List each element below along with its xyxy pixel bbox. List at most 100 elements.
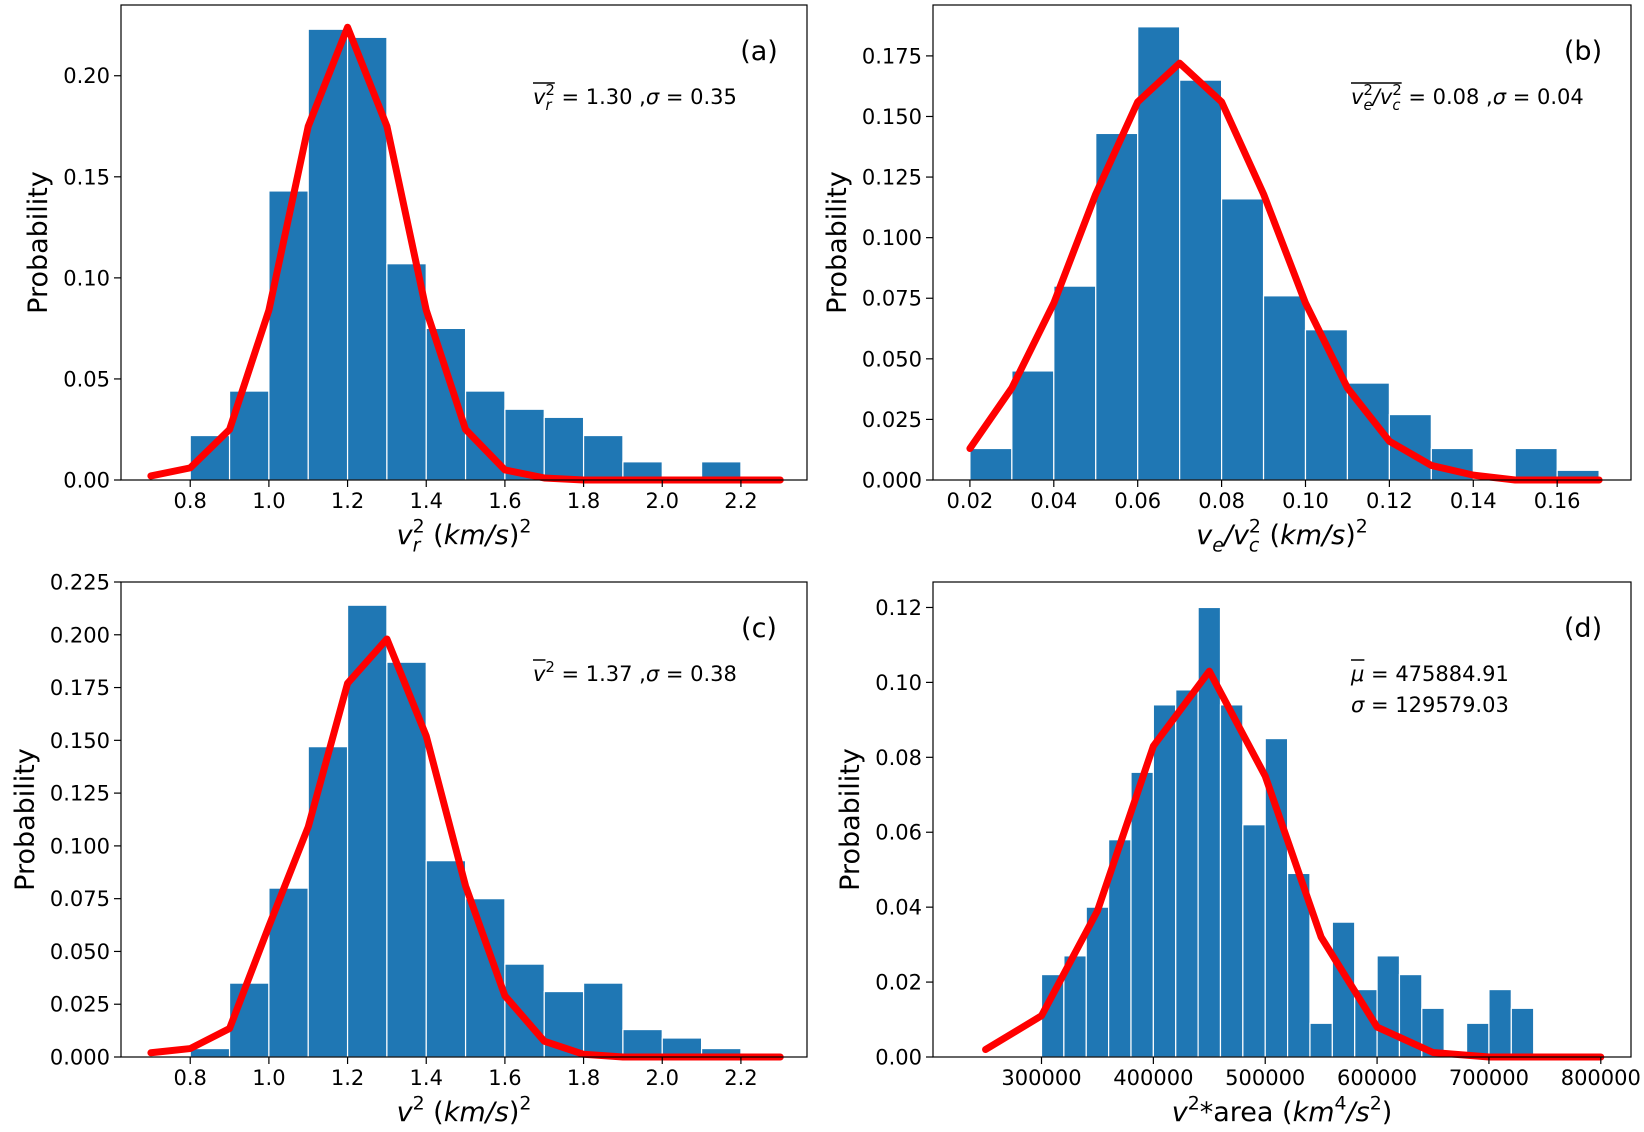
- text-segment: σ: [646, 85, 660, 109]
- y-tick-label: 0.12: [875, 596, 922, 620]
- annotation: σ = 129579.03: [1351, 693, 1509, 717]
- x-tick-label: 300000: [1001, 1066, 1081, 1090]
- text-segment: r: [413, 535, 422, 557]
- text-segment: e: [1363, 97, 1372, 114]
- text-segment: ): [509, 1097, 520, 1128]
- y-tick-label: 0.075: [50, 887, 110, 911]
- panel-label: (a): [740, 36, 778, 67]
- text-segment: = 129579.03: [1364, 693, 1509, 717]
- x-tick-label: 1.0: [252, 1066, 285, 1090]
- x-tick-label: 0.04: [1030, 489, 1077, 513]
- text-segment: v: [397, 520, 414, 551]
- x-tick-label: 1.2: [331, 489, 364, 513]
- text-segment: /s: [1345, 1097, 1370, 1128]
- text-segment: (: [1261, 520, 1280, 551]
- x-tick-label: 400000: [1113, 1066, 1193, 1090]
- text-segment: e: [1212, 535, 1224, 557]
- y-tick-label: 0.00: [63, 469, 110, 493]
- x-tick-label: 0.16: [1534, 489, 1581, 513]
- x-tick-label: 500000: [1225, 1066, 1305, 1090]
- x-tick-label: 2.0: [646, 1066, 679, 1090]
- panel-label: (b): [1564, 36, 1602, 67]
- bar: [1309, 1022, 1333, 1058]
- y-axis-label: Probability: [23, 171, 54, 314]
- text-segment: /v: [1222, 520, 1250, 551]
- x-tick-label: 2.2: [724, 1066, 757, 1090]
- y-tick-label: 0.100: [50, 834, 110, 858]
- x-tick-label: 0.06: [1114, 489, 1161, 513]
- annotation: ve2/vc2 = 0.08 ,σ = 0.04: [1351, 82, 1584, 114]
- x-tick-label: 2.0: [646, 489, 679, 513]
- y-tick-label: 0.050: [862, 347, 922, 371]
- x-tick-label: 600000: [1337, 1066, 1417, 1090]
- text-segment: c: [1392, 97, 1400, 114]
- y-tick-label: 0.10: [63, 266, 110, 290]
- bar: [1488, 988, 1512, 1058]
- y-tick-label: 0.175: [50, 676, 110, 700]
- bar: [1219, 704, 1244, 1058]
- bar: [1376, 955, 1401, 1058]
- text-segment: μ: [1350, 662, 1364, 686]
- text-segment: r: [545, 97, 552, 114]
- text-segment: (: [425, 520, 444, 551]
- text-segment: v: [1351, 85, 1364, 109]
- x-tick-label: 700000: [1449, 1066, 1529, 1090]
- x-tick-label: 1.4: [410, 489, 443, 513]
- bar: [622, 1028, 663, 1058]
- text-segment: 2: [1370, 1093, 1382, 1115]
- annotation: v2 = 1.37 ,σ = 0.38: [533, 659, 737, 686]
- text-segment: 2: [413, 516, 425, 538]
- x-tick-label: 1.6: [488, 489, 521, 513]
- annotation: vr2 = 1.30 ,σ = 0.35: [533, 82, 737, 114]
- x-tick-label: 0.8: [174, 1066, 207, 1090]
- x-axis-label: ve/vc2 (km/s)2: [1196, 516, 1368, 557]
- text-segment: v: [1172, 1097, 1189, 1128]
- x-tick-label: 2.2: [724, 489, 757, 513]
- x-tick-label: 1.8: [567, 489, 600, 513]
- bar: [582, 982, 624, 1058]
- bar: [1011, 370, 1055, 481]
- bar: [1465, 1022, 1490, 1058]
- y-tick-label: 0.08: [875, 746, 922, 770]
- bar: [1220, 198, 1265, 481]
- x-tick-label: 0.8: [174, 489, 207, 513]
- text-segment: v: [1380, 85, 1393, 109]
- y-tick-label: 0.02: [875, 971, 922, 995]
- text-segment: v: [1196, 520, 1213, 551]
- axes-frame: [932, 4, 1632, 481]
- y-tick-label: 0.04: [875, 896, 922, 920]
- bar: [1053, 285, 1097, 481]
- x-tick-label: 1.0: [252, 489, 285, 513]
- y-tick-label: 0.225: [50, 571, 110, 595]
- bar: [1179, 79, 1223, 481]
- x-axis-label: v2*area (km4/s2): [1172, 1093, 1393, 1128]
- y-tick-label: 0.15: [63, 165, 110, 189]
- y-tick-label: 0.150: [50, 729, 110, 753]
- text-segment: km/s: [444, 520, 509, 551]
- fit-curve: [966, 59, 1603, 484]
- bar: [969, 447, 1013, 481]
- text-segment: = 1.37 ,: [555, 662, 646, 686]
- bar: [1304, 329, 1349, 481]
- axes-frame: [120, 581, 808, 1058]
- y-tick-label: 0.025: [862, 408, 922, 432]
- y-tick-label: 0.000: [50, 1046, 110, 1070]
- panel-label: (c): [741, 613, 777, 644]
- text-segment: 2: [1392, 82, 1401, 99]
- x-axis-label: vr2 (km/s)2: [397, 516, 532, 557]
- text-segment: 2: [545, 82, 554, 99]
- text-segment: 2: [519, 1093, 531, 1115]
- y-tick-label: 0.05: [63, 367, 110, 391]
- bar: [425, 860, 467, 1058]
- text-segment: c: [1249, 535, 1260, 557]
- y-tick-label: 0.20: [63, 64, 110, 88]
- y-tick-label: 0.000: [862, 469, 922, 493]
- x-tick-label: 800000: [1561, 1066, 1641, 1090]
- text-segment: 2: [1356, 516, 1368, 538]
- x-tick-label: 0.12: [1366, 489, 1413, 513]
- text-segment: /: [1371, 85, 1382, 109]
- text-segment: ): [1345, 520, 1356, 551]
- x-tick-label: 1.4: [410, 1066, 443, 1090]
